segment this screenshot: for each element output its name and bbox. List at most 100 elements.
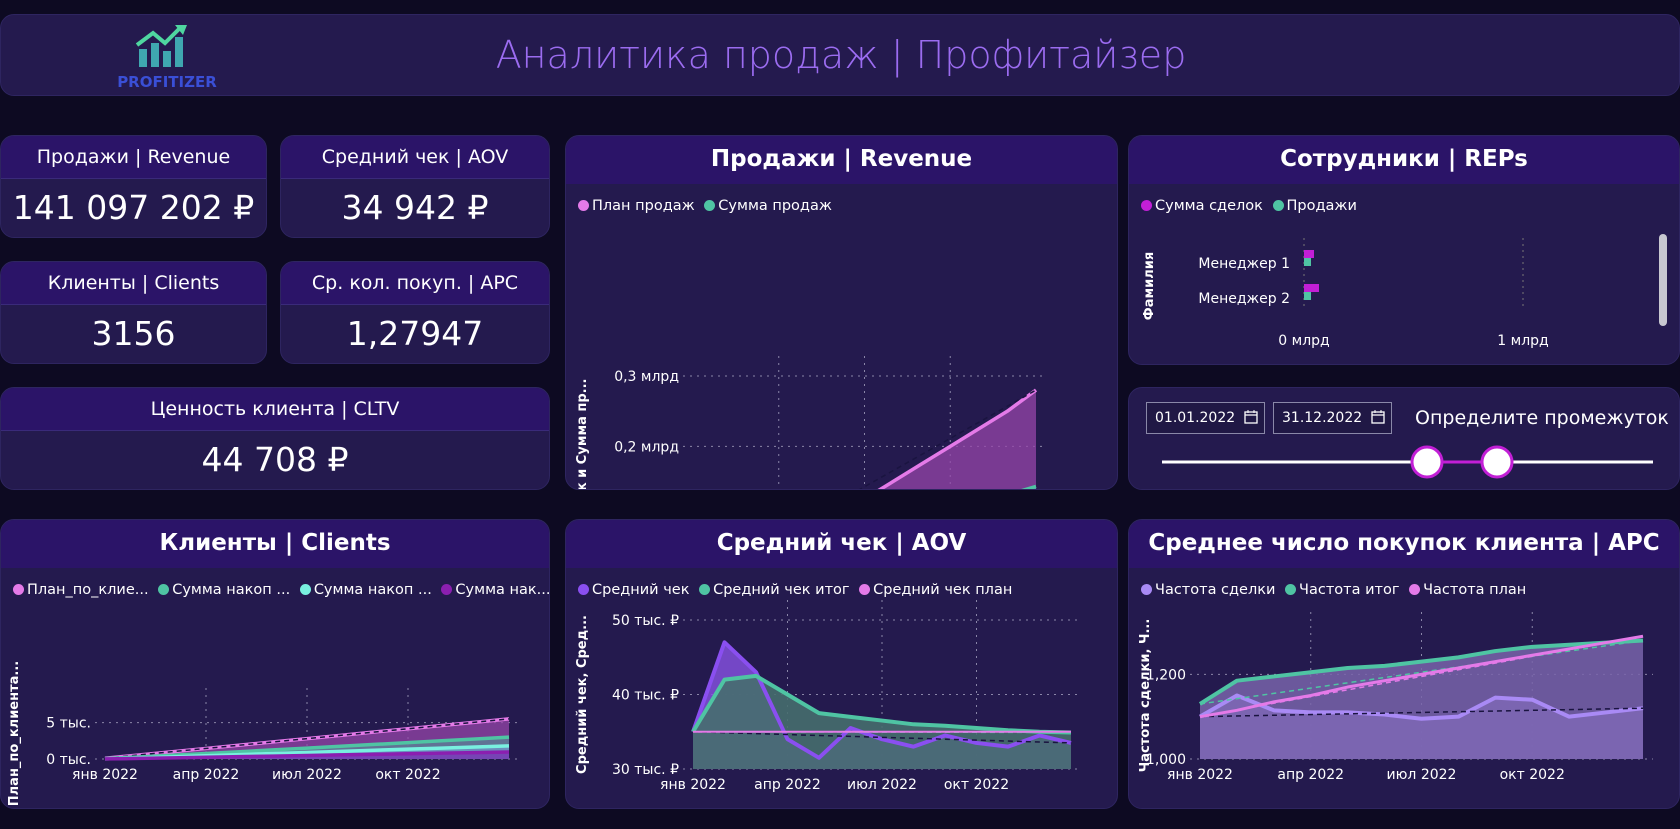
revenue-chart-panel: Продажи | Revenue План продаж Сумма прод…: [565, 135, 1118, 490]
header-bar: PROFITIZER Аналитика продаж | Профитайзе…: [0, 14, 1680, 96]
legend-dot-icon: [578, 200, 589, 211]
date-range-slider[interactable]: [1129, 388, 1680, 490]
legend-item[interactable]: План продаж: [578, 198, 695, 214]
start-date-input[interactable]: 01.01.2022: [1146, 402, 1265, 434]
slider-end-handle[interactable]: [1480, 445, 1514, 479]
kpi-value: 44 708 ₽: [201, 440, 349, 479]
legend-item[interactable]: Сумма накоп ...: [299, 582, 432, 598]
x-tick-label: июл 2022: [847, 777, 917, 793]
calendar-icon[interactable]: [1244, 410, 1258, 424]
y-tick-label: 1,000: [1146, 752, 1186, 768]
legend-item[interactable]: Сумма накоп ...: [158, 582, 290, 598]
x-tick-label: июл 2022: [272, 767, 342, 783]
legend-dot-icon: [578, 584, 589, 595]
bar-deals[interactable]: [1304, 284, 1319, 292]
clients-chart-plot[interactable]: 0 тыс. 5 тыс. янв 2022 апр 2022 июл 2022 окт …: [1, 520, 550, 809]
aov-chart-plot[interactable]: 30 тыс. ₽ 40 тыс. ₽ 50 тыс. ₽ янв 2022 апр 2…: [566, 520, 1118, 809]
y-tick-label: 30 тыс. ₽: [612, 762, 679, 778]
legend-item[interactable]: Сумма сделок: [1141, 198, 1263, 214]
trend-line: [104, 736, 510, 760]
slider-start-handle[interactable]: [1410, 445, 1444, 479]
series-line[interactable]: [691, 673, 1072, 735]
legend-dot-icon: [1285, 584, 1297, 595]
kpi-header: Продажи | Revenue: [1, 136, 266, 179]
start-date-value: 01.01.2022: [1155, 410, 1236, 426]
trend-line: [104, 718, 510, 760]
legend-label: Частота сделки: [1155, 582, 1276, 598]
x-tick-label: окт 2022: [375, 767, 440, 783]
trend-line: [1199, 639, 1644, 705]
apc-chart-panel: Среднее число покупок клиента | APC Част…: [1128, 519, 1680, 809]
trend-line: [859, 389, 1037, 489]
chart-title: Средний чек | AOV: [716, 530, 967, 556]
aov-chart-panel: Средний чек | AOV Средний чек Средний че…: [565, 519, 1118, 809]
legend-label: Сумма продаж: [718, 198, 832, 214]
bar-deals[interactable]: [1304, 250, 1314, 258]
legend-item[interactable]: План_по_клие...: [13, 582, 149, 598]
reps-legend[interactable]: Сумма сделок Продажи: [1141, 198, 1362, 214]
kpi-label: Ср. кол. покуп. | APC: [311, 272, 519, 294]
chart-legend[interactable]: План_по_клие... Сумма накоп ... Сумма на…: [13, 582, 549, 598]
x-tick-label: окт 2022: [944, 777, 1009, 793]
end-date-input[interactable]: 31.12.2022: [1273, 402, 1392, 434]
series-line[interactable]: [691, 640, 1072, 760]
chart-header: Средний чек | AOV: [566, 520, 1117, 568]
trend-line: [1199, 635, 1644, 718]
y-axis-label: Частота сделки, Ч...: [1138, 619, 1153, 773]
legend-item[interactable]: Частота итог: [1285, 582, 1399, 598]
kpi-card-cltv: Ценность клиента | CLTV 44 708 ₽: [0, 387, 550, 490]
bar-sales[interactable]: [1304, 258, 1311, 266]
series-area: [880, 390, 1036, 489]
chart-header: Среднее число покупок клиента | APC: [1129, 520, 1679, 568]
clients-chart-panel: Клиенты | Clients План_по_клие... Сумма …: [0, 519, 550, 809]
legend-dot-icon: [1141, 584, 1152, 595]
reps-ylabel: Фамилия: [1142, 252, 1157, 320]
apc-chart-plot[interactable]: 1,000 1,200 янв 2022 апр 2022 июл 2022 окт 20…: [1129, 520, 1680, 809]
legend-label: План продаж: [592, 198, 695, 214]
legend-item[interactable]: Сумма продаж: [704, 198, 832, 214]
series-line[interactable]: [1199, 693, 1644, 721]
profitizer-logo: PROFITIZER: [117, 23, 217, 91]
legend-dot-icon: [1409, 584, 1421, 595]
trend-line: [104, 751, 510, 760]
kpi-label: Продажи | Revenue: [36, 146, 231, 168]
kpi-header: Ценность клиента | CLTV: [1, 388, 549, 431]
manager-label: Менеджер 1: [1198, 256, 1290, 272]
trend-line: [1199, 707, 1644, 718]
legend-item[interactable]: Сумма нак...: [441, 582, 549, 598]
manager-label: Менеджер 2: [1198, 291, 1290, 307]
legend-item[interactable]: Средний чек план: [859, 582, 1012, 598]
x-tick-label: 0 млрд: [1278, 333, 1329, 349]
chart-legend[interactable]: Частота сделки Частота итог Частота план: [1141, 582, 1531, 598]
calendar-icon[interactable]: [1371, 410, 1385, 424]
chart-title: Продажи | Revenue: [710, 146, 973, 172]
chart-header: Продажи | Revenue: [566, 136, 1117, 184]
series-line[interactable]: [1199, 634, 1644, 719]
chart-legend[interactable]: План продаж Сумма продаж: [578, 198, 837, 214]
kpi-label: Ценность клиента | CLTV: [150, 398, 400, 420]
chart-legend[interactable]: Средний чек Средний чек итог Средний чек…: [578, 582, 1017, 598]
legend-label: Сумма накоп ...: [313, 582, 432, 598]
legend-item[interactable]: Средний чек: [578, 582, 689, 598]
legend-dot-icon: [299, 584, 311, 595]
x-tick-label: апр 2022: [1277, 767, 1344, 783]
legend-item[interactable]: Продажи: [1272, 198, 1357, 214]
bar-sales[interactable]: [1304, 292, 1311, 300]
series-line[interactable]: [693, 388, 1038, 490]
kpi-header: Ср. кол. покуп. | APC: [281, 262, 549, 305]
scrollbar[interactable]: [1659, 234, 1667, 326]
legend-label: План_по_клие...: [27, 582, 149, 598]
trend-line: [692, 731, 1072, 744]
legend-item[interactable]: Частота план: [1409, 582, 1526, 598]
x-tick-label: окт 2022: [1500, 767, 1565, 783]
y-axis-label: План продаж и Сумма пр...: [575, 379, 590, 490]
kpi-card-revenue: Продажи | Revenue 141 097 202 ₽: [0, 135, 267, 238]
kpi-value: 1,27947: [346, 314, 484, 353]
y-tick-label: 5 тыс.: [46, 716, 91, 732]
legend-item[interactable]: Частота сделки: [1141, 582, 1275, 598]
series-line[interactable]: [1198, 638, 1644, 706]
legend-label: Средний чек: [592, 582, 690, 598]
legend-item[interactable]: Средний чек итог: [699, 582, 850, 598]
reps-bar-chart[interactable]: Фамилия Менеджер 1 Менеджер 2 0 млрд 1 м…: [1129, 136, 1680, 365]
